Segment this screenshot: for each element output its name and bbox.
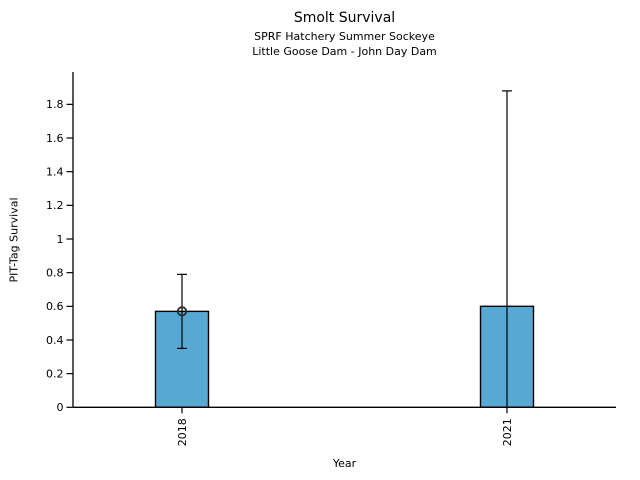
chart-subtitle-reach: Little Goose Dam - John Day Dam [252,45,437,58]
y-tick-label: 1.4 [46,165,64,178]
chart-subtitle-stock: SPRF Hatchery Summer Sockeye [254,30,435,43]
y-tick-label: 1 [57,233,64,246]
y-tick-label: 0 [57,401,64,414]
y-tick-label: 0.8 [46,266,64,279]
point-marker-2018 [176,306,188,317]
y-tick-label: 0.6 [46,300,64,313]
y-tick-label: 1.8 [46,98,64,111]
y-tick-label: 1.6 [46,132,64,145]
y-tick-label: 0.2 [46,367,64,380]
x-axis-label: Year [332,457,357,470]
x-tick-label-2018: 2018 [176,418,189,446]
y-axis-label: PIT-Tag Survival [7,197,21,283]
y-tick-label: 1.2 [46,199,64,212]
chart-title: Smolt Survival [293,10,396,26]
x-tick-label-2021: 2021 [501,418,514,446]
y-tick-label: 0.4 [46,334,64,347]
